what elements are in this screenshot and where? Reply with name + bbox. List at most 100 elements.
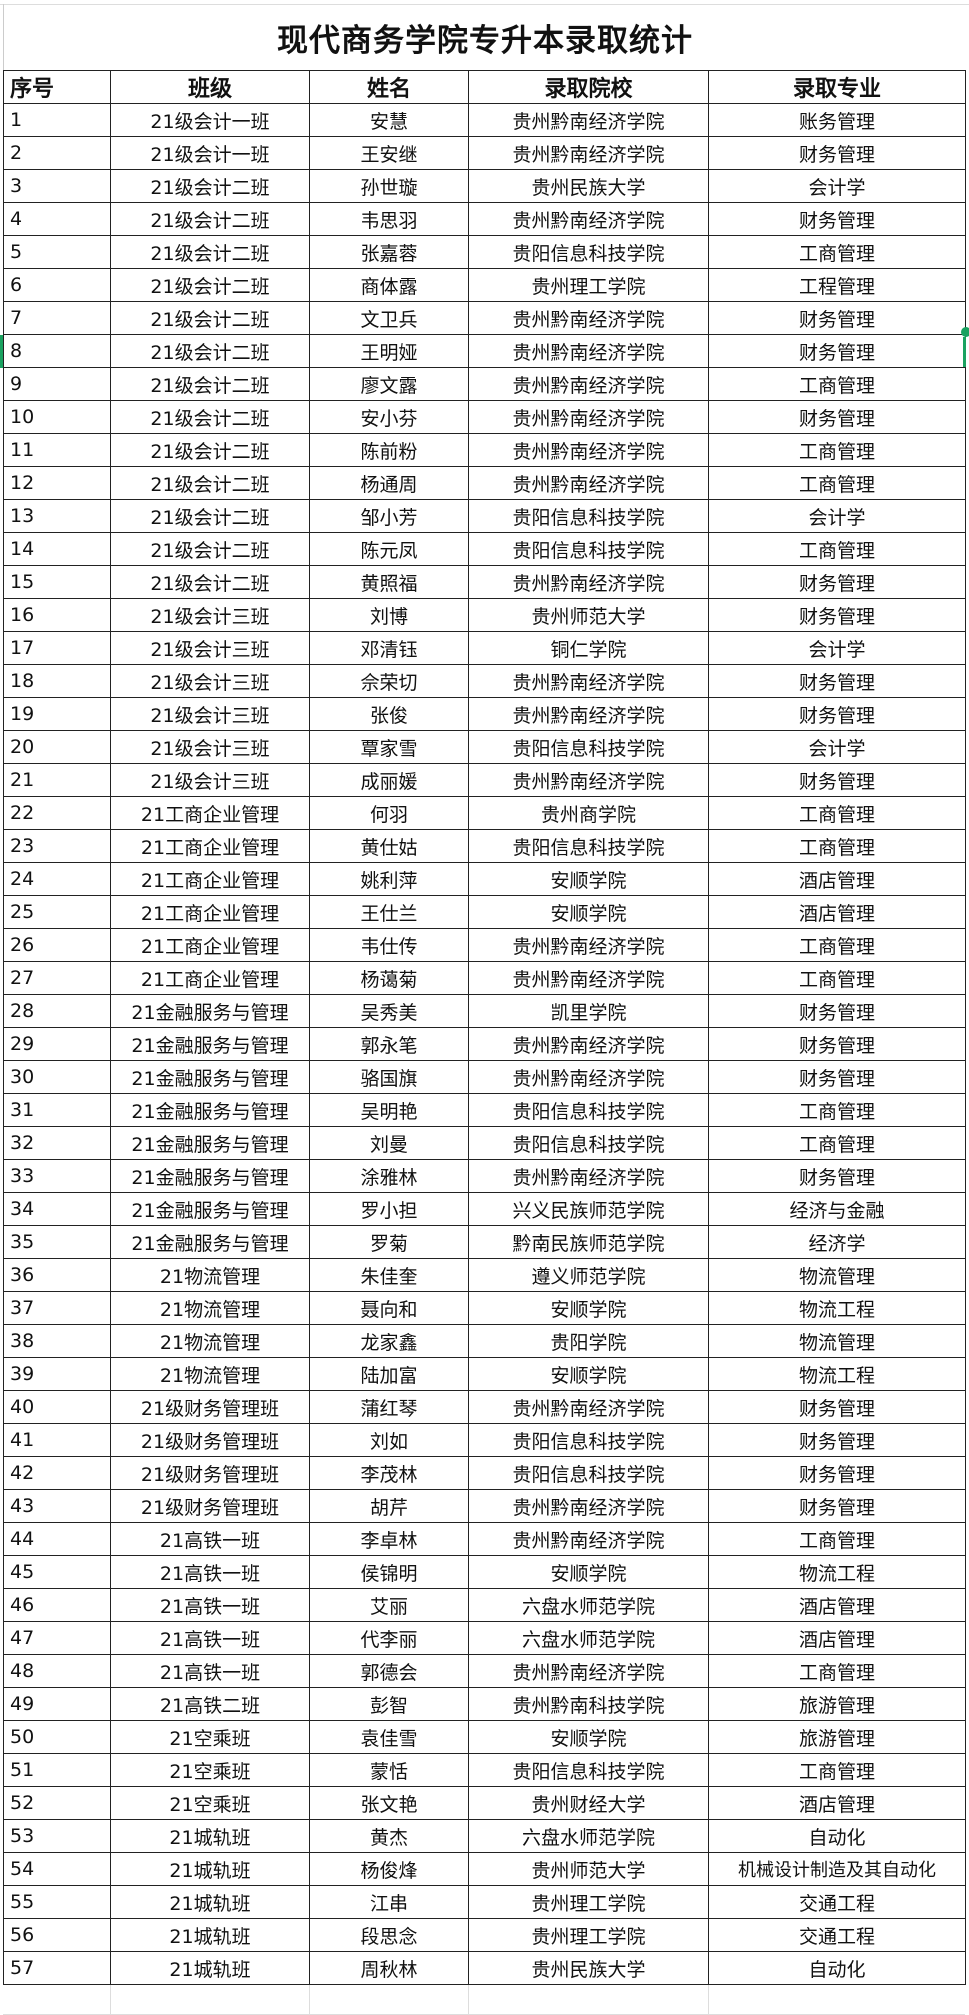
- cell-class[interactable]: 21高铁一班: [110, 1555, 310, 1589]
- cell-major[interactable]: 财务管理: [708, 400, 966, 434]
- cell-class[interactable]: 21物流管理: [110, 1357, 310, 1391]
- cell-class[interactable]: 21金融服务与管理: [110, 1192, 310, 1226]
- cell-name[interactable]: 韦思羽: [309, 202, 469, 236]
- cell-major[interactable]: 机械设计制造及其自动化: [708, 1852, 966, 1886]
- cell-index[interactable]: 12: [3, 466, 111, 500]
- cell-school[interactable]: 安顺学院: [468, 1291, 709, 1325]
- cell-index[interactable]: 56: [3, 1918, 111, 1952]
- header-class[interactable]: 班级: [110, 70, 310, 104]
- cell-name[interactable]: 刘如: [309, 1423, 469, 1457]
- cell-name[interactable]: 段思念: [309, 1918, 469, 1952]
- cell-school[interactable]: 贵阳信息科技学院: [468, 1456, 709, 1490]
- cell-major[interactable]: 账务管理: [708, 103, 966, 137]
- cell-name[interactable]: 张文艳: [309, 1786, 469, 1820]
- cell-index[interactable]: 24: [3, 862, 111, 896]
- cell-class[interactable]: 21级会计二班: [110, 499, 310, 533]
- cell-class[interactable]: 21级会计二班: [110, 268, 310, 302]
- cell-name[interactable]: 成丽媛: [309, 763, 469, 797]
- cell-major[interactable]: 财务管理: [708, 994, 966, 1028]
- cell-school[interactable]: 铜仁学院: [468, 631, 709, 665]
- cell-major[interactable]: 酒店管理: [708, 895, 966, 929]
- cell-school[interactable]: 贵州黔南经济学院: [468, 1522, 709, 1556]
- cell-school[interactable]: 贵州黔南经济学院: [468, 466, 709, 500]
- cell-school[interactable]: 贵州黔南经济学院: [468, 664, 709, 698]
- cell-index[interactable]: 19: [3, 697, 111, 731]
- cell-class[interactable]: 21金融服务与管理: [110, 1027, 310, 1061]
- cell-major[interactable]: 工商管理: [708, 1522, 966, 1556]
- cell-major[interactable]: 旅游管理: [708, 1687, 966, 1721]
- cell-major[interactable]: 会计学: [708, 631, 966, 665]
- cell-major[interactable]: 工商管理: [708, 796, 966, 830]
- cell-index[interactable]: 28: [3, 994, 111, 1028]
- cell-class[interactable]: 21城轨班: [110, 1951, 310, 1985]
- cell-class[interactable]: 21物流管理: [110, 1291, 310, 1325]
- cell-major[interactable]: 自动化: [708, 1819, 966, 1853]
- cell-major[interactable]: 工商管理: [708, 433, 966, 467]
- cell-index[interactable]: 49: [3, 1687, 111, 1721]
- cell-major[interactable]: 财务管理: [708, 1489, 966, 1523]
- cell-major[interactable]: 财务管理: [708, 1456, 966, 1490]
- cell-name[interactable]: 蒲红琴: [309, 1390, 469, 1424]
- cell-school[interactable]: 贵州黔南经济学院: [468, 301, 709, 335]
- cell-school[interactable]: 贵州黔南经济学院: [468, 136, 709, 170]
- header-school[interactable]: 录取院校: [468, 70, 709, 104]
- cell-class[interactable]: 21高铁二班: [110, 1687, 310, 1721]
- cell-name[interactable]: 商体露: [309, 268, 469, 302]
- cell-name[interactable]: 陈元凤: [309, 532, 469, 566]
- cell-index[interactable]: 46: [3, 1588, 111, 1622]
- cell-name[interactable]: 郭永笔: [309, 1027, 469, 1061]
- cell-index[interactable]: 18: [3, 664, 111, 698]
- cell-name[interactable]: 胡芹: [309, 1489, 469, 1523]
- cell-index[interactable]: 7: [3, 301, 111, 335]
- cell-name[interactable]: 罗小担: [309, 1192, 469, 1226]
- cell-class[interactable]: 21工商企业管理: [110, 961, 310, 995]
- cell-class[interactable]: 21高铁一班: [110, 1588, 310, 1622]
- cell-name[interactable]: 彭智: [309, 1687, 469, 1721]
- cell-name[interactable]: 覃家雪: [309, 730, 469, 764]
- cell-index[interactable]: 3: [3, 169, 111, 203]
- cell-major[interactable]: 财务管理: [708, 301, 966, 335]
- cell-major[interactable]: 会计学: [708, 730, 966, 764]
- cell-class[interactable]: 21城轨班: [110, 1819, 310, 1853]
- cell-school[interactable]: 贵州黔南经济学院: [468, 400, 709, 434]
- cell-school[interactable]: 贵州黔南经济学院: [468, 202, 709, 236]
- cell-index[interactable]: 32: [3, 1126, 111, 1160]
- cell-class[interactable]: 21工商企业管理: [110, 796, 310, 830]
- cell-name[interactable]: 王安继: [309, 136, 469, 170]
- cell-index[interactable]: 5: [3, 235, 111, 269]
- cell-class[interactable]: 21级会计三班: [110, 631, 310, 665]
- cell-name[interactable]: 刘曼: [309, 1126, 469, 1160]
- cell-name[interactable]: 安小芬: [309, 400, 469, 434]
- cell-school[interactable]: 安顺学院: [468, 862, 709, 896]
- cell-major[interactable]: 工商管理: [708, 1126, 966, 1160]
- cell-index[interactable]: 25: [3, 895, 111, 929]
- cell-name[interactable]: 袁佳雪: [309, 1720, 469, 1754]
- cell-index[interactable]: 29: [3, 1027, 111, 1061]
- cell-class[interactable]: 21金融服务与管理: [110, 1093, 310, 1127]
- cell-index[interactable]: 40: [3, 1390, 111, 1424]
- cell-class[interactable]: 21级财务管理班: [110, 1390, 310, 1424]
- cell-class[interactable]: 21城轨班: [110, 1885, 310, 1919]
- cell-school[interactable]: 贵阳信息科技学院: [468, 829, 709, 863]
- cell-school[interactable]: 六盘水师范学院: [468, 1819, 709, 1853]
- cell-school[interactable]: 贵州黔南经济学院: [468, 1060, 709, 1094]
- cell-school[interactable]: 安顺学院: [468, 1357, 709, 1391]
- cell-index[interactable]: 35: [3, 1225, 111, 1259]
- cell-index[interactable]: 57: [3, 1951, 111, 1985]
- selection-handle[interactable]: [961, 327, 969, 337]
- cell-class[interactable]: 21级会计二班: [110, 301, 310, 335]
- cell-class[interactable]: 21级会计二班: [110, 433, 310, 467]
- cell-name[interactable]: 王仕兰: [309, 895, 469, 929]
- cell-name[interactable]: 文卫兵: [309, 301, 469, 335]
- cell-class[interactable]: 21级会计三班: [110, 763, 310, 797]
- cell-name[interactable]: 吴明艳: [309, 1093, 469, 1127]
- cell-name[interactable]: 张嘉蓉: [309, 235, 469, 269]
- cell-index[interactable]: 17: [3, 631, 111, 665]
- cell-class[interactable]: 21级会计一班: [110, 103, 310, 137]
- cell-name[interactable]: 韦仕传: [309, 928, 469, 962]
- cell-index[interactable]: 1: [3, 103, 111, 137]
- cell-class[interactable]: 21级会计二班: [110, 202, 310, 236]
- cell-name[interactable]: 侯锦明: [309, 1555, 469, 1589]
- cell-name[interactable]: 黄照福: [309, 565, 469, 599]
- cell-index[interactable]: 27: [3, 961, 111, 995]
